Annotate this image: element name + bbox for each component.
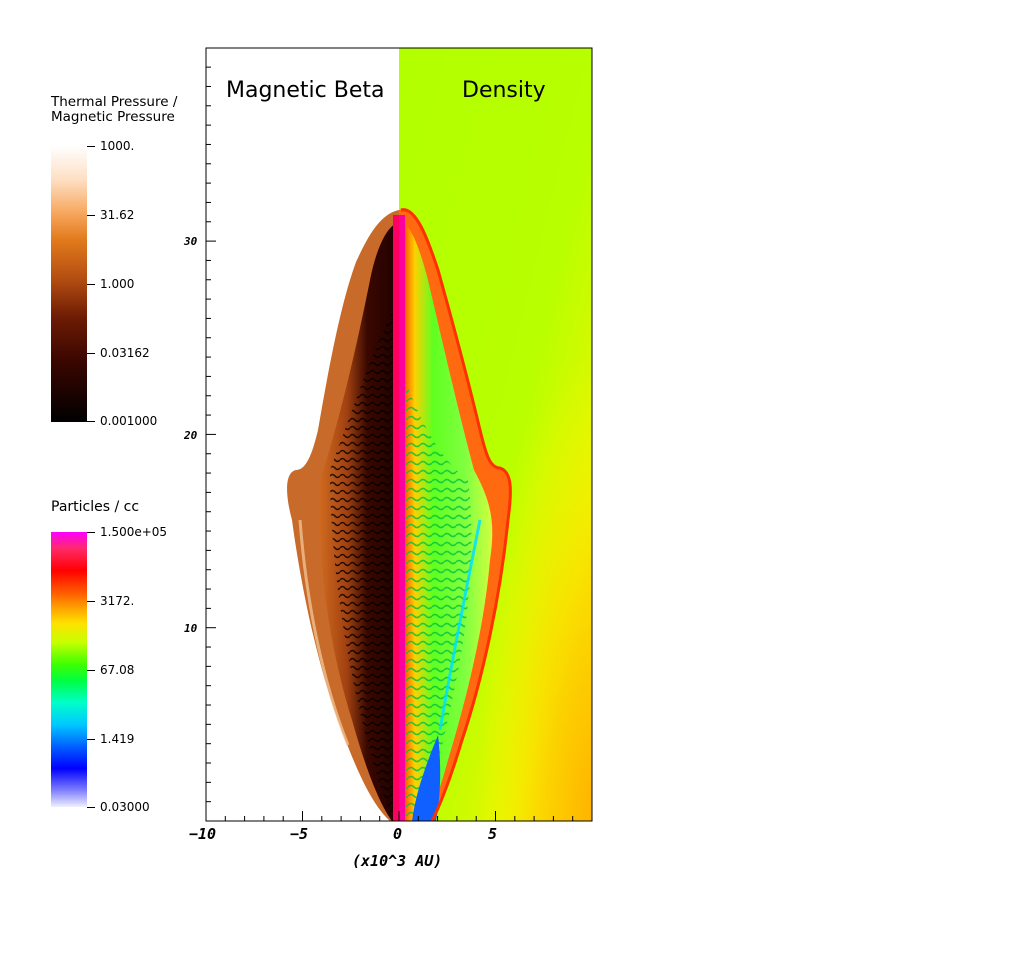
density-tick: [87, 601, 95, 602]
beta-colorbar: [51, 146, 87, 422]
beta-colorbar-title-line2: Magnetic Pressure: [51, 109, 175, 125]
density-label: 1.419: [100, 732, 135, 746]
beta-label: 1000.: [100, 139, 135, 153]
beta-tick: [87, 146, 95, 147]
density-bubble-rim: [400, 208, 512, 821]
density-tick: [87, 532, 95, 533]
beta-colorbar-title: Thermal Pressure / Magnetic Pressure: [51, 95, 177, 125]
density-panel-title: Density: [462, 78, 546, 103]
density-colorbar: [51, 532, 87, 807]
beta-tick: [87, 353, 95, 354]
beta-panel-title: Magnetic Beta: [226, 78, 385, 103]
beta-label: 0.001000: [100, 414, 158, 428]
beta-tick: [87, 421, 95, 422]
density-axis-column: [399, 215, 405, 821]
y-tick-label: 30: [184, 235, 198, 248]
density-label: 67.08: [100, 663, 135, 677]
density-label: 0.03000: [100, 800, 150, 814]
beta-label: 31.62: [100, 208, 135, 222]
density-label: 3172.: [100, 594, 135, 608]
density-label: 1.500e+05: [100, 525, 168, 539]
density-tick: [87, 739, 95, 740]
beta-colorbar-title-line1: Thermal Pressure /: [51, 94, 178, 110]
beta-label: 0.03162: [100, 346, 150, 360]
plot-ticks: [205, 66, 593, 822]
x-tick-label: 0: [393, 825, 403, 843]
beta-tick: [87, 284, 95, 285]
beta-label: 1.000: [100, 277, 135, 291]
y-tick-label: 20: [184, 429, 198, 442]
density-blue-region: [412, 735, 441, 821]
beta-bubble-edge-streak: [298, 519, 350, 746]
density-tick: [87, 670, 95, 671]
beta-tick: [87, 215, 95, 216]
y-tick-label: 10: [184, 622, 198, 635]
density-tick: [87, 807, 95, 808]
x-tick-label: −10: [189, 825, 217, 843]
beta-bubble-ripples: [330, 300, 399, 821]
beta-axis-column: [393, 215, 399, 821]
density-colorbar-title: Particles / cc: [51, 499, 140, 515]
x-tick-label: −5: [290, 825, 309, 843]
x-tick-label: 5: [488, 825, 498, 843]
density-cyan-streak: [438, 519, 482, 731]
x-axis-title: (x10^3 AU): [352, 852, 443, 870]
density-bubble-ripples: [405, 380, 472, 821]
